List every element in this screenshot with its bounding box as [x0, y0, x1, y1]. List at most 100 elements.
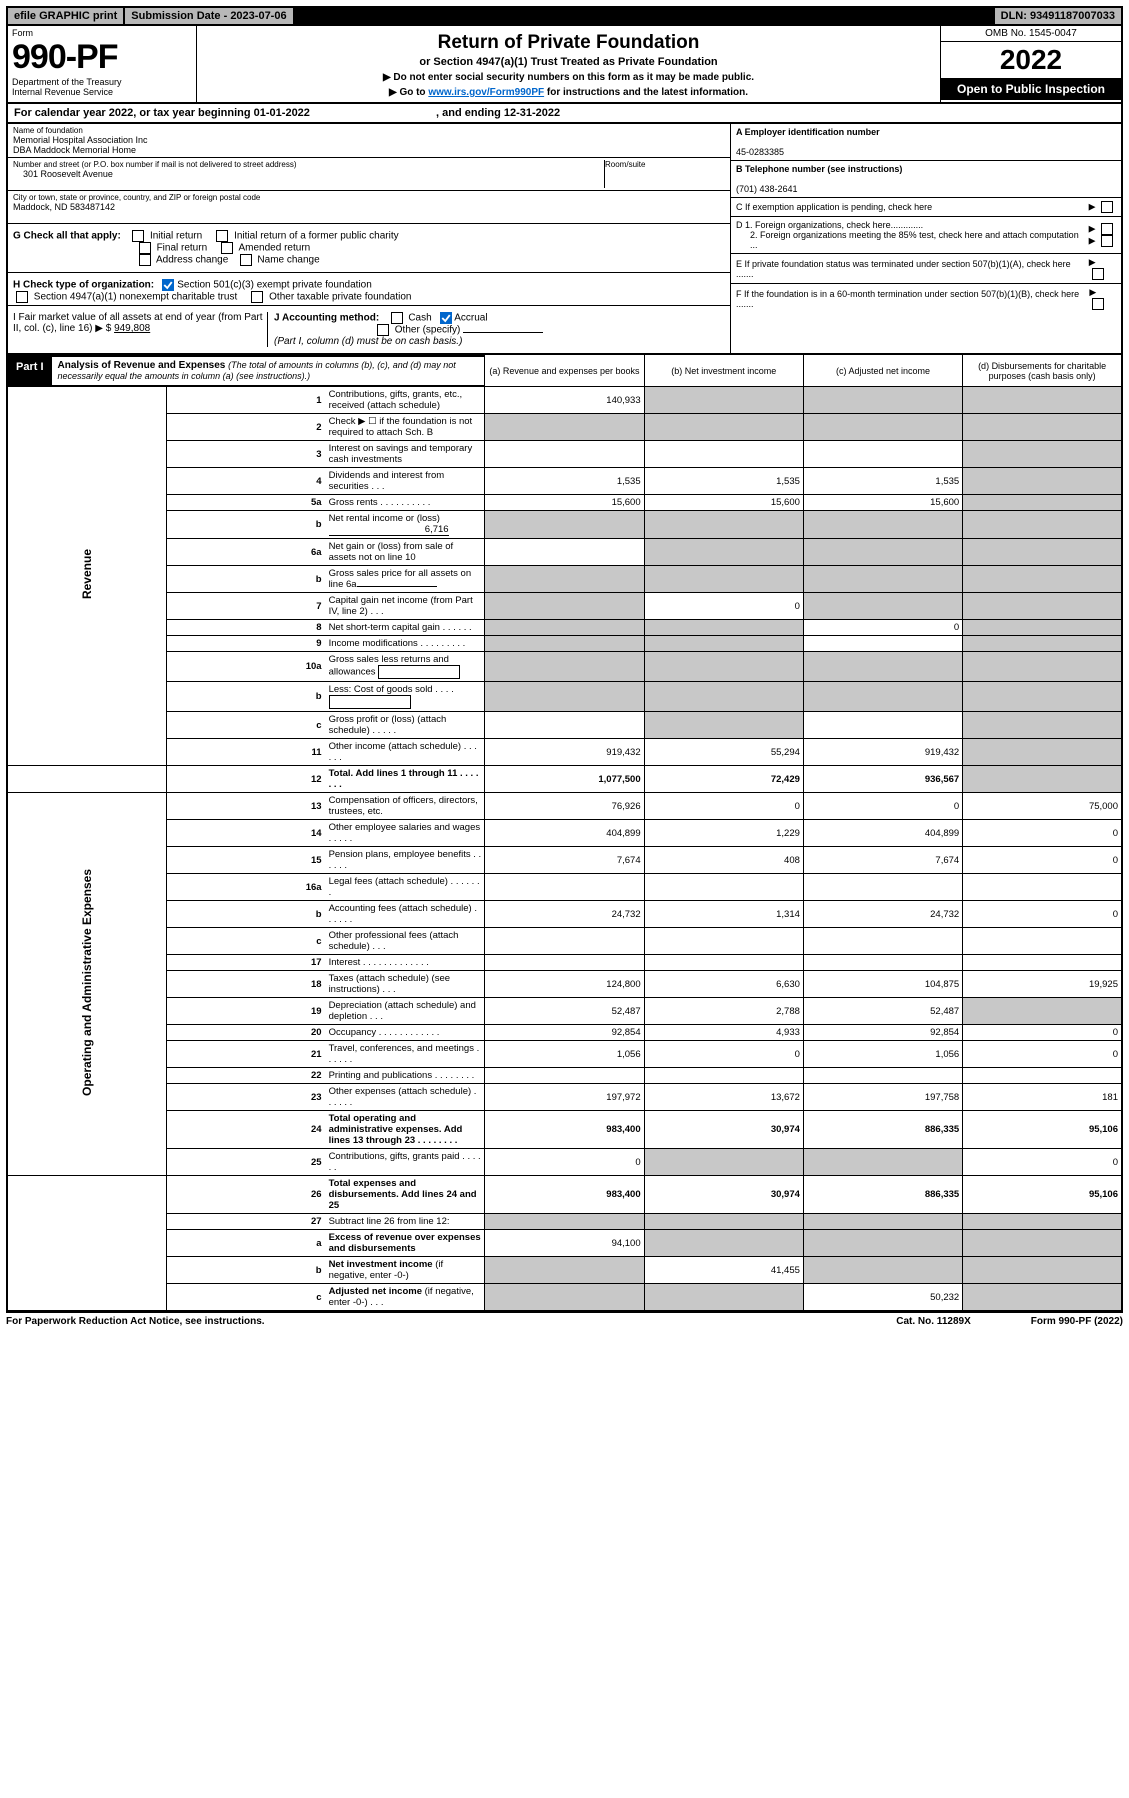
revenue-side-label: Revenue	[80, 549, 94, 599]
row-13: Operating and Administrative Expenses 13…	[7, 793, 1122, 820]
efile-print-button[interactable]: efile GRAPHIC print	[8, 8, 125, 24]
ein-label: A Employer identification number	[736, 127, 880, 137]
g-o4: Amended return	[239, 243, 311, 254]
row-9: 9Income modifications . . . . . . . . .	[7, 636, 1122, 652]
j-cash: Cash	[408, 313, 431, 324]
cb-other[interactable]	[377, 324, 389, 336]
omb-number: OMB No. 1545-0047	[941, 26, 1121, 42]
top-spacer	[295, 8, 993, 24]
foundation-name-1: Memorial Hospital Association Inc	[13, 135, 725, 145]
row-16b: bAccounting fees (attach schedule) . . .…	[7, 901, 1122, 928]
inst2-post: for instructions and the latest informat…	[544, 87, 748, 98]
row-15: 15Pension plans, employee benefits . . .…	[7, 847, 1122, 874]
row-21: 21Travel, conferences, and meetings . . …	[7, 1041, 1122, 1068]
section-g: G Check all that apply: Initial return I…	[8, 224, 730, 273]
cb-initial-return[interactable]	[132, 230, 144, 242]
row-5b: bNet rental income or (loss) 6,716	[7, 511, 1122, 539]
row-16a: 16aLegal fees (attach schedule) . . . . …	[7, 874, 1122, 901]
inst2-pre: ▶ Go to	[389, 87, 428, 98]
cb-cash[interactable]	[391, 312, 403, 324]
section-i: I Fair market value of all assets at end…	[13, 312, 268, 347]
addr-label: Number and street (or P.O. box number if…	[13, 160, 599, 169]
name-label: Name of foundation	[13, 126, 725, 135]
cb-e[interactable]	[1092, 268, 1104, 280]
form-subtitle: or Section 4947(a)(1) Trust Treated as P…	[201, 56, 936, 68]
irs-link[interactable]: www.irs.gov/Form990PF	[428, 87, 544, 98]
cb-c[interactable]	[1101, 201, 1113, 213]
check-icon	[440, 312, 452, 324]
irs-label: Internal Revenue Service	[12, 87, 192, 97]
entity-info: Name of foundation Memorial Hospital Ass…	[6, 124, 1123, 353]
city-value: Maddock, ND 583487142	[13, 202, 725, 212]
col-a-header: (a) Revenue and expenses per books	[485, 354, 644, 387]
cb-amended[interactable]	[221, 242, 233, 254]
dept-treasury: Department of the Treasury	[12, 77, 192, 87]
h-label: H Check type of organization:	[13, 280, 154, 291]
foundation-name-box: Name of foundation Memorial Hospital Ass…	[8, 124, 730, 158]
col-b-header: (b) Net investment income	[644, 354, 803, 387]
cb-d1[interactable]	[1101, 223, 1113, 235]
h-o1: Section 501(c)(3) exempt private foundat…	[177, 280, 372, 291]
col-d-header: (d) Disbursements for charitable purpose…	[963, 354, 1122, 387]
row-10c: cGross profit or (loss) (attach schedule…	[7, 712, 1122, 739]
cb-address-change[interactable]	[139, 254, 151, 266]
row-6a: 6aNet gain or (loss) from sale of assets…	[7, 539, 1122, 566]
submission-date: Submission Date - 2023-07-06	[125, 8, 294, 24]
cb-other-taxable[interactable]	[251, 291, 263, 303]
j-label: J Accounting method:	[274, 313, 379, 324]
row-11: 11Other income (attach schedule) . . . .…	[7, 739, 1122, 766]
part1-label: Part I	[8, 357, 52, 386]
instruction-2: ▶ Go to www.irs.gov/Form990PF for instru…	[201, 87, 936, 98]
form-title: Return of Private Foundation	[201, 32, 936, 54]
cb-name-change[interactable]	[240, 254, 252, 266]
box-d: D 1. Foreign organizations, check here..…	[731, 217, 1121, 254]
cb-final-return[interactable]	[139, 242, 151, 254]
h-o2: Section 4947(a)(1) nonexempt charitable …	[34, 292, 237, 303]
row-1: Revenue 1Contributions, gifts, grants, e…	[7, 387, 1122, 414]
header-center: Return of Private Foundation or Section …	[197, 26, 940, 102]
row-27c: cAdjusted net income (if negative, enter…	[7, 1284, 1122, 1312]
box-f: F If the foundation is in a 60-month ter…	[731, 284, 1121, 313]
section-ij: I Fair market value of all assets at end…	[8, 306, 730, 353]
form-word: Form	[12, 28, 192, 38]
ein-value: 45-0283385	[736, 147, 784, 157]
cb-f[interactable]	[1092, 298, 1104, 310]
row-12: 12Total. Add lines 1 through 11 . . . . …	[7, 766, 1122, 793]
cal-end: , and ending 12-31-2022	[436, 107, 560, 119]
check-icon	[162, 279, 174, 291]
e-label: E If private foundation status was termi…	[736, 259, 1089, 279]
row-27a: aExcess of revenue over expenses and dis…	[7, 1230, 1122, 1257]
phone-label: B Telephone number (see instructions)	[736, 164, 902, 174]
phone-box: B Telephone number (see instructions) (7…	[731, 161, 1121, 198]
cb-initial-former[interactable]	[216, 230, 228, 242]
page-footer: For Paperwork Reduction Act Notice, see …	[6, 1312, 1123, 1330]
row-27b: bNet investment income (if negative, ent…	[7, 1257, 1122, 1284]
top-bar: efile GRAPHIC print Submission Date - 20…	[6, 6, 1123, 26]
box-c: C If exemption application is pending, c…	[731, 198, 1121, 217]
j-note: (Part I, column (d) must be on cash basi…	[274, 336, 462, 347]
row-6b: bGross sales price for all assets on lin…	[7, 566, 1122, 593]
header-right: OMB No. 1545-0047 2022 Open to Public In…	[940, 26, 1121, 102]
city-box: City or town, state or province, country…	[8, 191, 730, 224]
catalog-number: Cat. No. 11289X	[896, 1316, 970, 1327]
row-22: 22Printing and publications . . . . . . …	[7, 1068, 1122, 1084]
part1-table: Part I Analysis of Revenue and Expenses …	[6, 353, 1123, 1312]
g-label: G Check all that apply:	[13, 231, 121, 242]
section-h: H Check type of organization: Section 50…	[8, 273, 730, 306]
row-23: 23Other expenses (attach schedule) . . .…	[7, 1084, 1122, 1111]
j-other: Other (specify)	[395, 325, 461, 336]
row-7: 7Capital gain net income (from Part IV, …	[7, 593, 1122, 620]
form-header: Form 990-PF Department of the Treasury I…	[6, 26, 1123, 104]
cal-begin: For calendar year 2022, or tax year begi…	[14, 107, 310, 119]
g-o1: Initial return	[150, 231, 202, 242]
c-label: C If exemption application is pending, c…	[736, 202, 932, 212]
j-accrual: Accrual	[454, 313, 487, 324]
g-o6: Name change	[257, 255, 319, 266]
row-20: 20Occupancy . . . . . . . . . . . . 92,8…	[7, 1025, 1122, 1041]
cb-d2[interactable]	[1101, 235, 1113, 247]
d2-label: 2. Foreign organizations meeting the 85%…	[736, 230, 1089, 250]
row-27: 27Subtract line 26 from line 12:	[7, 1214, 1122, 1230]
cb-4947[interactable]	[16, 291, 28, 303]
open-public-badge: Open to Public Inspection	[941, 78, 1121, 100]
city-label: City or town, state or province, country…	[13, 193, 725, 202]
